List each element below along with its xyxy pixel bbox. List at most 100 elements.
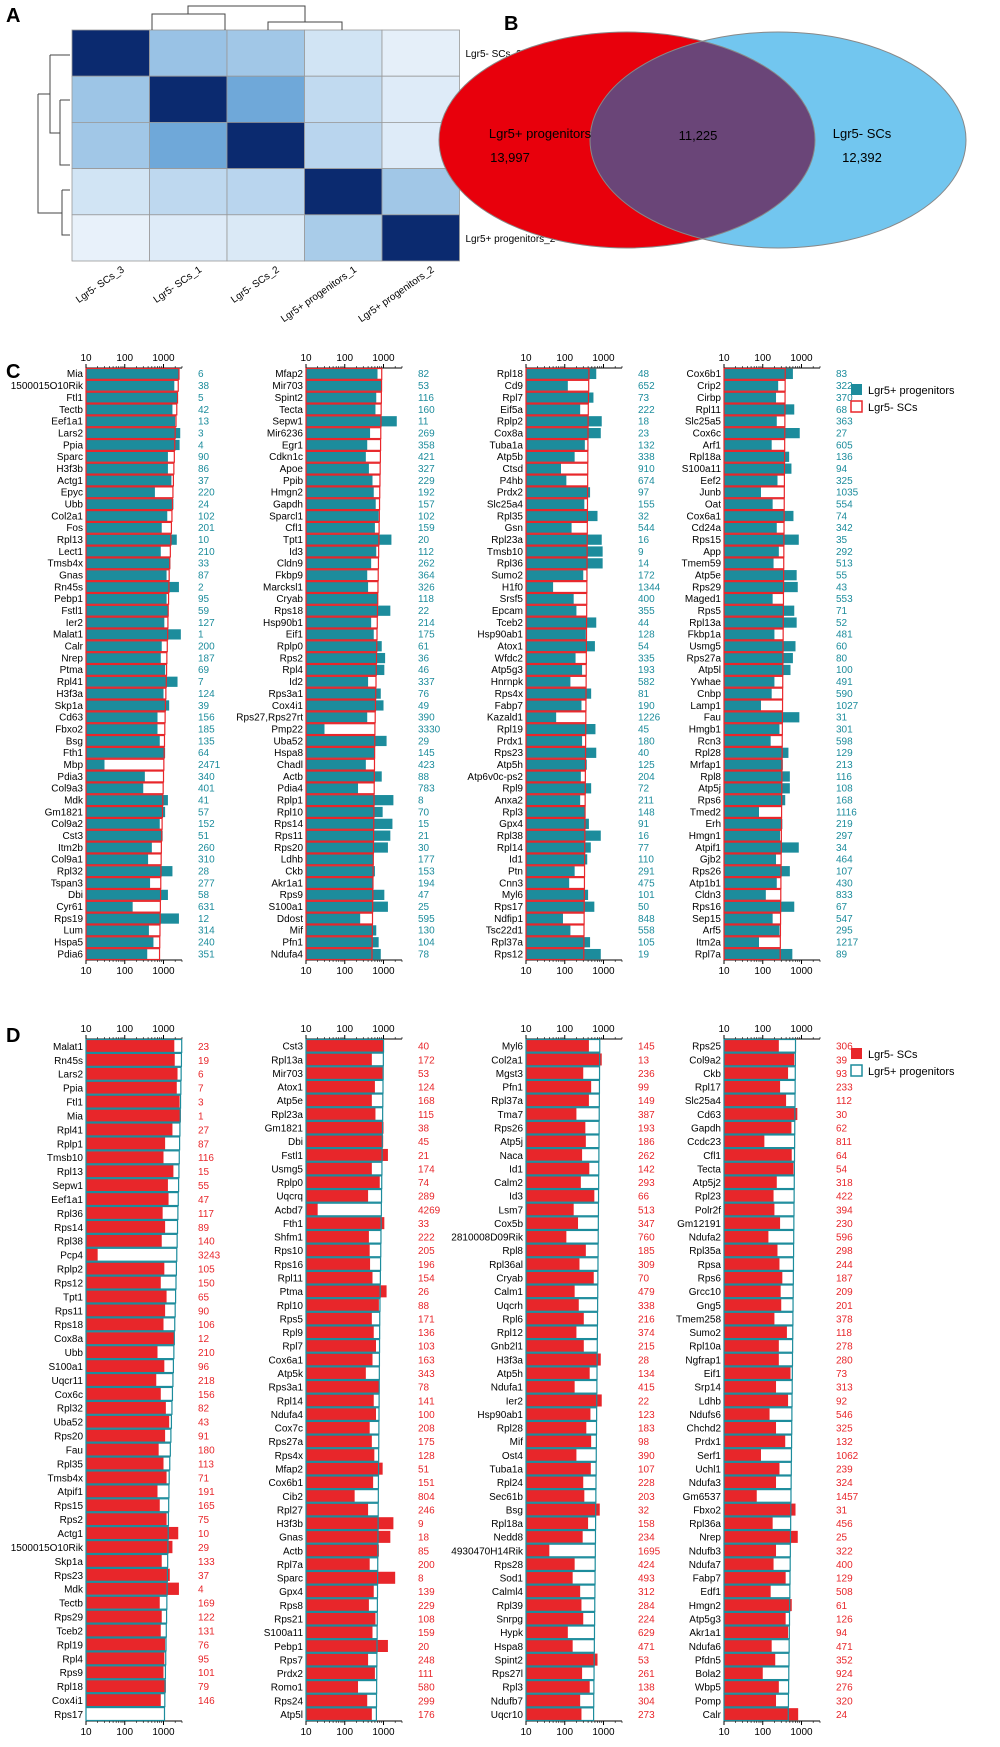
- rank-label: 149: [638, 1096, 655, 1107]
- gene-label: Atp6v0c-ps2: [467, 772, 523, 783]
- rank-label: 3: [198, 428, 204, 439]
- bar-filled: [86, 771, 145, 782]
- rank-label: 74: [418, 1178, 430, 1189]
- bar-outline: [85, 1178, 180, 1193]
- bar-outline: [723, 1639, 790, 1653]
- bar-filled: [86, 747, 166, 758]
- bar-outline: [305, 699, 377, 712]
- rank-label: 145: [418, 748, 435, 759]
- gene-label: Rpsa: [698, 1260, 722, 1271]
- bar-outline: [525, 936, 585, 949]
- bar-outline: [305, 1052, 384, 1067]
- bar-filled: [526, 1380, 575, 1393]
- bar-outline: [85, 924, 161, 937]
- gene-label: Rpl32: [57, 867, 84, 878]
- gene-label: Fstl1: [281, 1151, 303, 1162]
- bar-filled: [306, 1217, 385, 1230]
- rank-label: 176: [418, 1710, 435, 1721]
- rank-label: 9: [418, 1519, 424, 1530]
- bar-filled: [86, 1401, 166, 1414]
- heatmap-cell: [304, 29, 383, 77]
- gene-label: Rps5: [280, 1314, 304, 1325]
- gene-label: Calr: [703, 1710, 722, 1721]
- gene-label: Tmem59: [682, 559, 722, 570]
- rank-label: 491: [836, 677, 853, 688]
- rank-label: 174: [418, 1164, 435, 1175]
- bar-filled: [724, 593, 773, 604]
- gene-label: Atp5e: [695, 571, 722, 582]
- bar-outline: [305, 1066, 384, 1081]
- rank-label: 159: [418, 1628, 435, 1639]
- bar-filled: [526, 641, 595, 652]
- bar-filled: [86, 1680, 166, 1693]
- bar-outline: [85, 936, 161, 949]
- tick-label: 10: [300, 1024, 312, 1035]
- bar-filled: [526, 676, 571, 687]
- bar-outline: [723, 817, 783, 830]
- bar-filled: [526, 1476, 584, 1489]
- rank-label: 111: [418, 1669, 434, 1680]
- heatmap-cell: [149, 214, 228, 262]
- bar-outline: [85, 687, 167, 700]
- gene-label: Tma7: [497, 1110, 523, 1121]
- bar-outline: [85, 1498, 170, 1513]
- bar-outline: [305, 1625, 378, 1640]
- bar-outline: [305, 1148, 383, 1162]
- rank-label: 125: [638, 760, 655, 771]
- gene-label: Mfap2: [275, 1464, 303, 1475]
- gene-label: S100a11: [682, 464, 722, 475]
- bar-outline: [723, 391, 786, 404]
- rank-label: 1: [198, 1111, 204, 1122]
- bar-filled: [724, 522, 777, 533]
- bar-filled: [86, 1596, 160, 1609]
- rank-label: 9: [638, 547, 644, 558]
- rank-label: 30: [836, 1110, 848, 1121]
- bar-outline: [305, 1557, 379, 1572]
- bar-outline: [525, 1338, 598, 1353]
- gene-label: Cox6c: [55, 1390, 83, 1401]
- bar-filled: [526, 771, 581, 782]
- bar-filled: [86, 463, 168, 474]
- gene-label: Sepw1: [272, 417, 303, 428]
- rank-label: 12: [198, 1334, 210, 1345]
- bar-outline: [305, 486, 381, 499]
- rank-label: 848: [638, 914, 655, 925]
- gene-label: Rps4x: [495, 689, 523, 700]
- bar-outline: [723, 841, 782, 854]
- rank-label: 96: [198, 1362, 210, 1373]
- gene-label: Marcksl1: [263, 582, 303, 593]
- rank-label: 277: [198, 878, 215, 889]
- bar-outline: [305, 782, 375, 795]
- rank-label: 191: [198, 1487, 215, 1498]
- bar-filled: [86, 759, 105, 770]
- gene-label: S100a1: [49, 1362, 84, 1373]
- bar-filled: [724, 1653, 776, 1666]
- bar-filled: [86, 1165, 174, 1178]
- rank-label: 208: [418, 1424, 435, 1435]
- bar-outline: [723, 592, 785, 605]
- bar-outline: [525, 498, 589, 511]
- bar-outline: [85, 1512, 170, 1527]
- bar-filled: [86, 1151, 164, 1164]
- gene-label: Rpl18: [497, 369, 524, 380]
- bar-outline: [723, 1598, 791, 1612]
- gene-label: Calm1: [494, 1287, 523, 1298]
- bar-outline: [85, 1345, 175, 1360]
- rank-label: 156: [198, 713, 215, 724]
- gene-label: 1500015O10Rik: [11, 381, 84, 392]
- bar-outline: [305, 723, 376, 736]
- gene-label: Rpl36: [497, 559, 524, 570]
- gene-label: Tectb: [59, 1599, 83, 1610]
- bar-filled: [526, 1517, 589, 1530]
- bar-filled: [306, 889, 385, 900]
- bar-filled: [724, 1176, 777, 1189]
- tick-label: 100: [754, 966, 771, 977]
- bar-filled: [724, 1585, 771, 1598]
- gene-label: Rps9: [60, 1668, 84, 1679]
- rank-label: 132: [836, 1437, 853, 1448]
- bar-outline: [305, 1598, 378, 1612]
- gene-label: Lum: [64, 926, 83, 937]
- bar-filled: [86, 1206, 163, 1220]
- gene-label: Gpx4: [279, 1587, 303, 1598]
- bar-outline: [85, 1609, 168, 1624]
